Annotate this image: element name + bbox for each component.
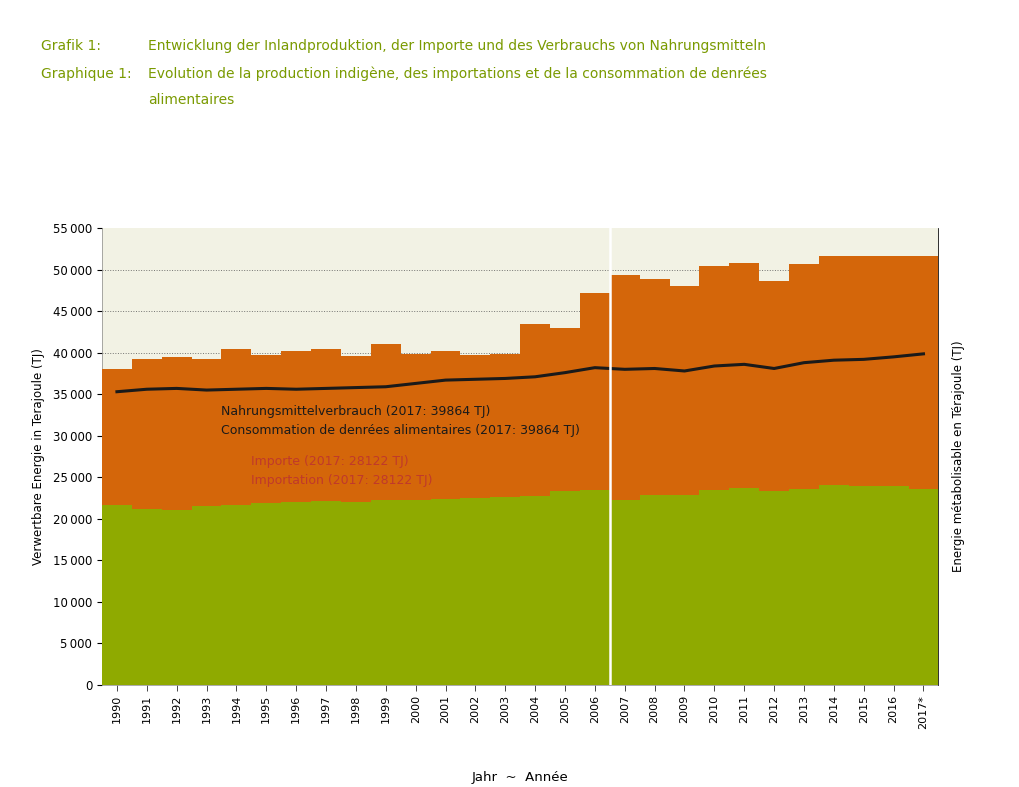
Bar bbox=[251, 503, 281, 685]
Bar bbox=[192, 359, 221, 506]
Bar bbox=[131, 360, 162, 508]
Text: Importe (2017: 28122 TJ): Importe (2017: 28122 TJ) bbox=[251, 455, 409, 467]
Bar bbox=[639, 496, 668, 685]
Bar bbox=[908, 256, 937, 490]
Bar bbox=[729, 263, 758, 488]
Text: Production indigène: Production indigène bbox=[122, 550, 248, 563]
Bar bbox=[192, 506, 221, 685]
Bar bbox=[520, 323, 549, 497]
Bar bbox=[400, 354, 430, 501]
Bar bbox=[668, 495, 699, 685]
Bar bbox=[430, 499, 460, 685]
Bar bbox=[460, 498, 490, 685]
Bar bbox=[340, 356, 371, 502]
Bar bbox=[877, 257, 908, 486]
Text: Graphique 1:: Graphique 1: bbox=[41, 67, 131, 81]
Bar bbox=[371, 500, 400, 685]
Bar bbox=[162, 357, 192, 509]
Bar bbox=[549, 491, 580, 685]
Bar bbox=[221, 349, 251, 505]
Bar bbox=[430, 351, 460, 499]
Bar bbox=[102, 369, 131, 504]
X-axis label: Jahr  ~  Année: Jahr ~ Année bbox=[472, 770, 568, 784]
Bar bbox=[699, 490, 729, 685]
Bar bbox=[580, 490, 609, 685]
Bar bbox=[281, 351, 311, 502]
Bar bbox=[609, 500, 639, 685]
Bar bbox=[848, 486, 877, 685]
Bar bbox=[818, 256, 848, 485]
Text: Entwicklung der Inlandproduktion, der Importe und des Verbrauchs von Nahrungsmit: Entwicklung der Inlandproduktion, der Im… bbox=[148, 39, 765, 54]
Text: alimentaires: alimentaires bbox=[148, 93, 234, 107]
Bar bbox=[848, 257, 877, 486]
Text: Importation (2017: 28122 TJ): Importation (2017: 28122 TJ) bbox=[251, 474, 432, 487]
Text: (2017: 23562 TJ ou 59% de la consommation): (2017: 23562 TJ ou 59% de la consommatio… bbox=[122, 569, 410, 582]
Bar bbox=[668, 286, 699, 495]
Bar bbox=[281, 502, 311, 685]
Bar bbox=[758, 491, 789, 685]
Bar bbox=[102, 504, 131, 685]
Bar bbox=[520, 497, 549, 685]
Bar bbox=[340, 502, 371, 685]
Bar bbox=[460, 355, 490, 498]
Bar bbox=[699, 267, 729, 490]
Bar bbox=[311, 501, 340, 685]
Bar bbox=[162, 509, 192, 685]
Y-axis label: Verwertbare Energie in Terajoule (TJ): Verwertbare Energie in Terajoule (TJ) bbox=[32, 348, 45, 565]
Text: (2017: 23562 TJ oder 59% des Verbrauchs): (2017: 23562 TJ oder 59% des Verbrauchs) bbox=[122, 530, 392, 542]
Bar bbox=[490, 354, 520, 497]
Bar bbox=[639, 279, 668, 496]
Bar bbox=[251, 355, 281, 503]
Text: Grafik 1:: Grafik 1: bbox=[41, 39, 101, 54]
Bar bbox=[789, 489, 818, 685]
Bar bbox=[580, 293, 609, 490]
Bar bbox=[131, 508, 162, 685]
Y-axis label: Energie métabolisable en Térajoule (TJ): Energie métabolisable en Térajoule (TJ) bbox=[951, 341, 964, 572]
Bar bbox=[758, 280, 789, 491]
Bar bbox=[490, 497, 520, 685]
Bar bbox=[400, 501, 430, 685]
Bar bbox=[609, 275, 639, 500]
Text: Evolution de la production indigène, des importations et de la consommation de d: Evolution de la production indigène, des… bbox=[148, 67, 766, 81]
Text: Inlandproduktion: Inlandproduktion bbox=[122, 510, 228, 523]
Bar bbox=[371, 344, 400, 500]
Bar bbox=[549, 328, 580, 491]
Bar bbox=[877, 486, 908, 685]
Text: Nahrungsmittelverbrauch (2017: 39864 TJ): Nahrungsmittelverbrauch (2017: 39864 TJ) bbox=[221, 405, 490, 418]
Text: Consommation de denrées alimentaires (2017: 39864 TJ): Consommation de denrées alimentaires (20… bbox=[221, 424, 580, 437]
Bar bbox=[221, 505, 251, 685]
Bar bbox=[789, 264, 818, 489]
Bar bbox=[818, 485, 848, 685]
Bar bbox=[908, 490, 937, 685]
Bar bbox=[729, 488, 758, 685]
Bar bbox=[311, 349, 340, 501]
